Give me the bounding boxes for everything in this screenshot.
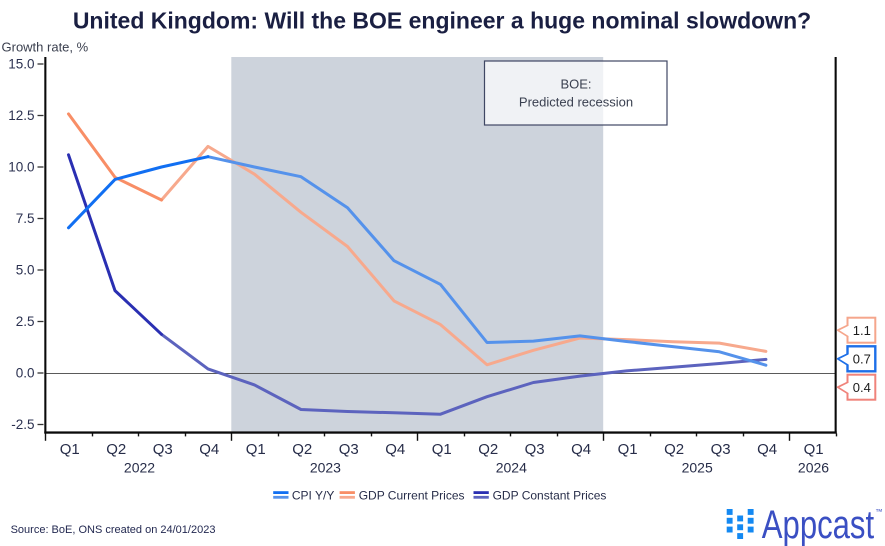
svg-text:Q3: Q3 (153, 441, 173, 458)
svg-text:Q2: Q2 (106, 441, 126, 458)
svg-text:Q4: Q4 (199, 441, 219, 458)
svg-text:Q2: Q2 (664, 441, 684, 458)
svg-text:Q1: Q1 (246, 441, 266, 458)
svg-text:2.5: 2.5 (16, 314, 35, 329)
svg-text:CPI Y/Y: CPI Y/Y (292, 488, 334, 502)
svg-text:2026: 2026 (798, 460, 829, 476)
svg-text:2023: 2023 (310, 460, 341, 476)
svg-text:™: ™ (875, 507, 883, 516)
svg-text:-2.5: -2.5 (11, 417, 34, 432)
svg-text:2022: 2022 (124, 460, 155, 476)
svg-text:1.1: 1.1 (853, 323, 871, 338)
svg-text:Q4: Q4 (757, 441, 777, 458)
svg-text:2024: 2024 (496, 460, 527, 476)
svg-text:15.0: 15.0 (8, 57, 34, 72)
svg-text:BOE:: BOE: (560, 77, 591, 92)
svg-text:7.5: 7.5 (16, 211, 35, 226)
svg-text:Source: BoE, ONS created on 24: Source: BoE, ONS created on 24/01/2023 (11, 524, 216, 536)
svg-text:0.7: 0.7 (853, 352, 871, 367)
svg-text:Q1: Q1 (804, 441, 824, 458)
svg-text:Q3: Q3 (339, 441, 359, 458)
svg-text:Appcast: Appcast (762, 503, 874, 546)
svg-text:Q1: Q1 (618, 441, 638, 458)
svg-text:United Kingdom: Will the BOE e: United Kingdom: Will the BOE engineer a … (73, 8, 811, 34)
svg-text:Q4: Q4 (385, 441, 405, 458)
svg-text:12.5: 12.5 (8, 108, 34, 123)
svg-text:Q4: Q4 (571, 441, 591, 458)
svg-text:5.0: 5.0 (16, 263, 35, 278)
svg-text:GDP Constant Prices: GDP Constant Prices (493, 488, 607, 502)
svg-text:Q1: Q1 (432, 441, 452, 458)
svg-text:0.0: 0.0 (16, 366, 35, 381)
svg-text:Q3: Q3 (525, 441, 545, 458)
svg-text:10.0: 10.0 (8, 160, 34, 175)
svg-text:2025: 2025 (682, 460, 713, 476)
svg-text:0.4: 0.4 (853, 380, 871, 395)
svg-text:Predicted recession: Predicted recession (519, 95, 633, 110)
svg-text:Q3: Q3 (711, 441, 731, 458)
svg-text:Q2: Q2 (292, 441, 312, 458)
svg-text:Q1: Q1 (60, 441, 80, 458)
svg-text:GDP Current Prices: GDP Current Prices (359, 488, 465, 502)
svg-text:Q2: Q2 (478, 441, 498, 458)
svg-text:Growth rate, %: Growth rate, % (2, 39, 89, 54)
